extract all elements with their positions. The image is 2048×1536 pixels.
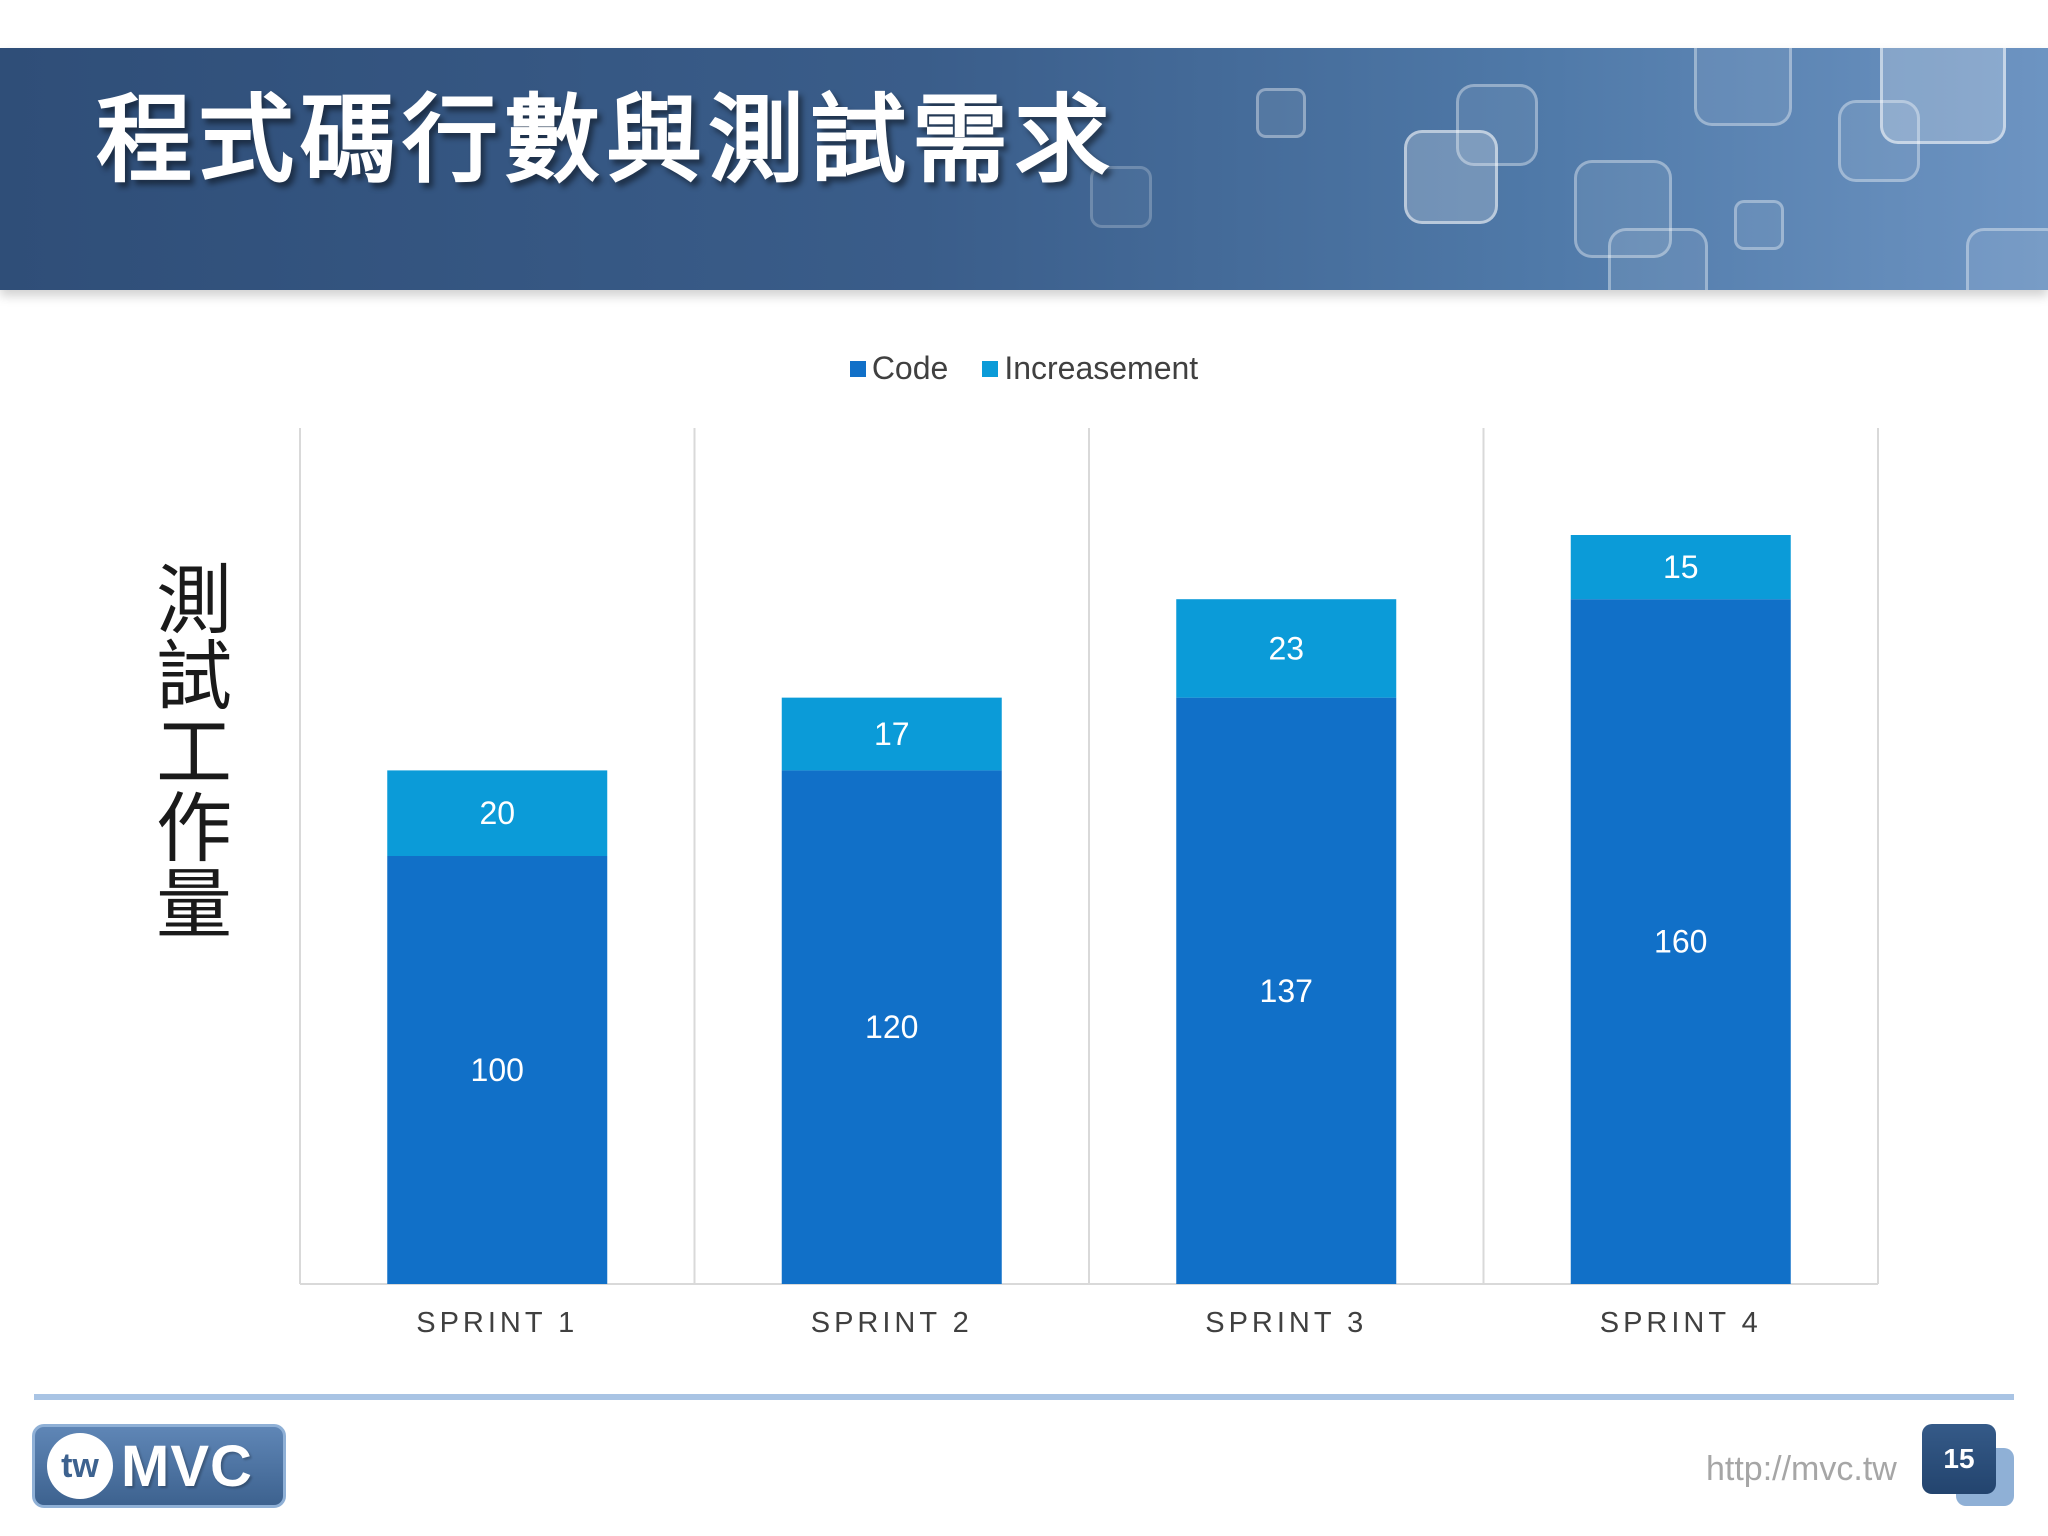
x-tick-label: SPRINT 4 bbox=[1600, 1307, 1762, 1339]
chart-legend: Code Increasement bbox=[0, 350, 2048, 387]
decor-square bbox=[1966, 228, 2048, 290]
legend-swatch-code bbox=[849, 360, 866, 377]
x-tick-label: SPRINT 2 bbox=[811, 1307, 973, 1339]
bar-code-4 bbox=[1570, 599, 1791, 1284]
footer-url: http://mvc.tw bbox=[1706, 1450, 1897, 1488]
logo-text: MVC bbox=[121, 1433, 253, 1499]
slide-title: 程式碼行數與測試需求 bbox=[96, 84, 1116, 196]
logo-badge: tw bbox=[47, 1433, 113, 1499]
decor-square bbox=[1608, 228, 1708, 290]
decor-square bbox=[1256, 88, 1306, 138]
data-label-code-3: 137 bbox=[1260, 973, 1313, 1009]
bar-code-1 bbox=[387, 856, 608, 1284]
y-axis-label: 測試工作量 bbox=[143, 560, 232, 940]
title-banner bbox=[0, 48, 2048, 290]
data-label-code-1: 100 bbox=[471, 1052, 524, 1088]
bar-increasement-4 bbox=[1570, 535, 1791, 600]
decor-square bbox=[1734, 200, 1784, 250]
decor-square bbox=[1404, 130, 1498, 224]
data-label-increasement-2: 17 bbox=[874, 716, 910, 752]
data-label-code-4: 160 bbox=[1654, 924, 1707, 960]
footer-divider bbox=[34, 1394, 2014, 1400]
decor-square bbox=[1694, 48, 1792, 126]
decor-square bbox=[1880, 48, 2006, 144]
legend-item-code: Code bbox=[849, 350, 949, 387]
legend-swatch-increasement bbox=[982, 360, 999, 377]
decor-square bbox=[1090, 166, 1152, 228]
bar-code-2 bbox=[781, 770, 1002, 1284]
x-tick-label: SPRINT 3 bbox=[1205, 1307, 1367, 1339]
mvc-logo: tw MVC bbox=[32, 1424, 286, 1508]
legend-label-code: Code bbox=[871, 350, 949, 386]
data-label-increasement-3: 23 bbox=[1268, 630, 1304, 666]
page-number: 15 bbox=[1922, 1424, 1996, 1494]
bar-increasement-3 bbox=[1176, 599, 1397, 698]
bar-increasement-1 bbox=[387, 770, 608, 856]
legend-label-increasement: Increasement bbox=[1004, 350, 1199, 386]
data-label-code-2: 120 bbox=[865, 1009, 918, 1045]
legend-item-increasement: Increasement bbox=[982, 350, 1198, 387]
bar-increasement-2 bbox=[781, 697, 1002, 771]
data-label-increasement-4: 15 bbox=[1663, 549, 1699, 585]
x-tick-label: SPRINT 1 bbox=[416, 1307, 578, 1339]
bar-code-3 bbox=[1176, 697, 1397, 1284]
data-label-increasement-1: 20 bbox=[479, 795, 515, 831]
